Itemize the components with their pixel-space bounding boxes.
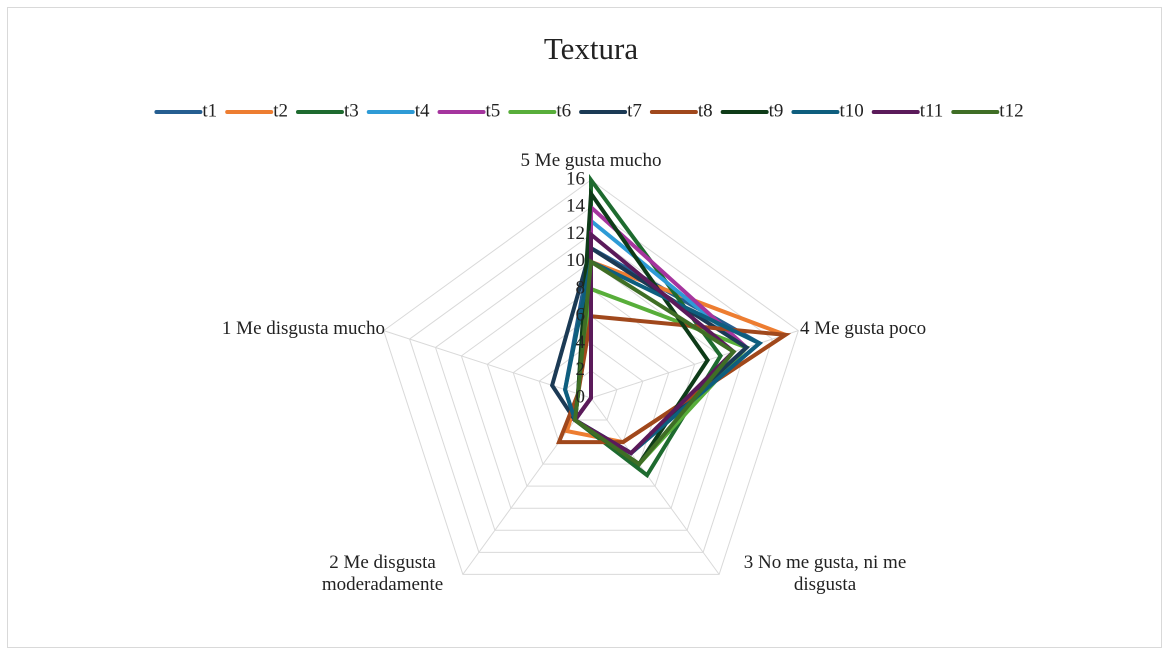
legend-label: t7: [627, 100, 642, 121]
axis-tick-label: 2: [576, 359, 586, 380]
legend-label: t3: [344, 100, 359, 121]
axis-tick-label: 16: [566, 168, 585, 189]
grid-ring: [460, 261, 722, 509]
legend-label: t6: [556, 100, 571, 121]
legend-label: t1: [202, 100, 217, 121]
legend-label: t9: [769, 100, 784, 121]
spoke: [590, 330, 799, 399]
category-label: 5 Me gusta mucho: [520, 150, 662, 171]
category-label: 3 No me gusta, ni me disgusta: [743, 552, 907, 595]
legend-label: t2: [273, 100, 288, 121]
category-label: 2 Me disgusta moderadamente: [321, 552, 444, 595]
legend-label: t11: [920, 100, 944, 121]
chart-title: Textura: [544, 31, 638, 66]
spoke: [590, 397, 720, 575]
axis-tick-label: 10: [566, 250, 585, 271]
legend-label: t12: [999, 100, 1023, 121]
series-line: [572, 258, 737, 467]
legend-label: t5: [486, 100, 501, 121]
grid-ring: [512, 315, 670, 465]
axis-tick-label: 14: [566, 196, 586, 217]
grid-ring: [564, 370, 618, 421]
category-label: 1 Me disgusta mucho: [221, 318, 385, 339]
series-line: [572, 230, 737, 456]
grid-ring: [486, 288, 696, 487]
axis-tick-label: 4: [576, 332, 586, 353]
axis-tick-label: 8: [576, 277, 586, 298]
category-label: 4 Me gusta poco: [800, 318, 927, 339]
legend-label: t8: [698, 100, 713, 121]
axis-tick-label: 12: [566, 223, 585, 244]
spoke: [383, 330, 592, 399]
axis-tick-label: 6: [576, 305, 586, 326]
grid-ring: [383, 179, 799, 575]
legend-label: t10: [839, 100, 863, 121]
axis-tick-label: 0: [576, 386, 586, 407]
legend-label: t4: [415, 100, 430, 121]
